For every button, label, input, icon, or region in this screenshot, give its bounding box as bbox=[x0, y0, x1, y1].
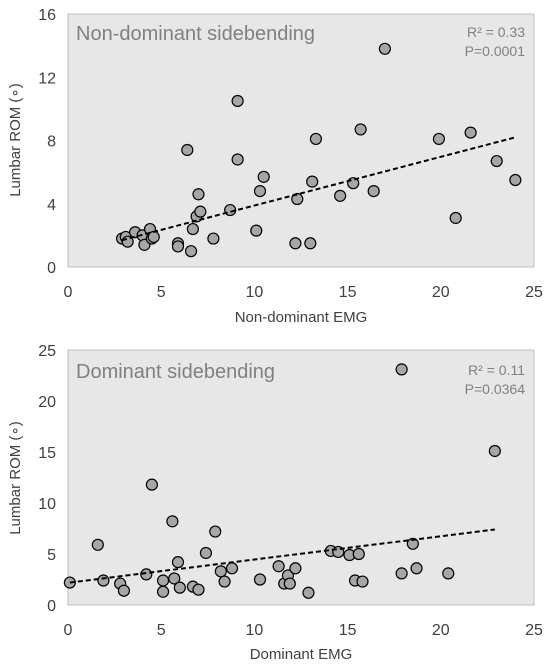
data-point bbox=[283, 577, 296, 590]
y-tick-label: 25 bbox=[38, 343, 56, 360]
r-squared-label: R² = 0.11 bbox=[468, 362, 525, 378]
x-axis-label: Non-dominant EMG bbox=[235, 309, 368, 326]
x-tick-label: 10 bbox=[246, 622, 264, 639]
data-point bbox=[140, 568, 153, 581]
data-point bbox=[356, 575, 369, 588]
y-tick-label: 12 bbox=[38, 70, 56, 87]
data-point bbox=[209, 525, 222, 538]
data-point bbox=[352, 547, 365, 561]
x-tick-label: 15 bbox=[339, 284, 357, 301]
y-tick-label: 5 bbox=[47, 547, 56, 564]
data-point bbox=[488, 444, 501, 458]
data-point bbox=[145, 478, 158, 491]
data-point bbox=[291, 192, 304, 206]
x-tick-label: 15 bbox=[339, 622, 357, 639]
data-point bbox=[464, 126, 477, 139]
data-point bbox=[214, 565, 227, 578]
y-tick-label: 0 bbox=[47, 260, 56, 277]
data-point bbox=[334, 189, 347, 202]
data-point bbox=[289, 562, 302, 575]
data-point bbox=[367, 185, 380, 198]
x-tick-label: 0 bbox=[64, 622, 73, 639]
data-point bbox=[257, 170, 270, 183]
data-point bbox=[231, 94, 244, 108]
data-point bbox=[395, 363, 408, 376]
x-tick-label: 0 bbox=[64, 284, 73, 301]
chart-title: Dominant sidebending bbox=[76, 361, 275, 383]
data-point bbox=[199, 546, 213, 560]
plot-area bbox=[67, 349, 535, 606]
data-point bbox=[192, 583, 205, 596]
y-tick-label: 0 bbox=[47, 598, 56, 615]
y-tick-label: 8 bbox=[47, 134, 56, 151]
data-point bbox=[171, 556, 185, 569]
trendline bbox=[69, 528, 495, 584]
y-axis-label: Lumbar ROM (∘) bbox=[7, 421, 24, 535]
y-tick-label: 16 bbox=[38, 7, 56, 24]
data-point bbox=[250, 224, 263, 237]
x-tick-label: 20 bbox=[432, 284, 450, 301]
x-tick-label: 10 bbox=[246, 284, 264, 301]
data-point bbox=[253, 573, 267, 586]
data-point bbox=[91, 538, 104, 551]
chart-non-dominant-sidebending: 0 4 8 12 16 0 5 10 15 20 25 Non-dominant EMG Lumbar … bbox=[7, 7, 543, 326]
data-point bbox=[231, 153, 244, 166]
data-point bbox=[406, 537, 419, 550]
data-point bbox=[181, 143, 194, 157]
data-point bbox=[449, 211, 462, 225]
data-point bbox=[306, 175, 319, 188]
x-tick-label: 25 bbox=[525, 622, 543, 639]
y-tick-label: 20 bbox=[38, 394, 56, 411]
x-tick-label: 25 bbox=[525, 284, 543, 301]
y-tick-label: 4 bbox=[47, 197, 56, 214]
data-point bbox=[442, 567, 455, 580]
data-point bbox=[218, 575, 231, 588]
p-value-label: P=0.0364 bbox=[465, 381, 526, 397]
x-tick-label: 5 bbox=[157, 284, 166, 301]
data-point bbox=[171, 240, 185, 253]
data-point bbox=[192, 188, 205, 201]
data-point bbox=[509, 173, 522, 187]
data-point bbox=[194, 205, 207, 218]
data-point bbox=[272, 560, 285, 573]
chart-title: Non-dominant sidebending bbox=[76, 23, 315, 45]
x-tick-label: 5 bbox=[157, 622, 166, 639]
data-point bbox=[207, 232, 220, 245]
data-point bbox=[225, 562, 239, 575]
data-point bbox=[395, 567, 408, 580]
x-axis-label: Dominant EMG bbox=[250, 646, 353, 663]
trendline bbox=[121, 136, 516, 242]
data-point bbox=[173, 581, 186, 594]
data-point bbox=[168, 572, 181, 585]
data-point bbox=[432, 132, 446, 146]
data-point bbox=[304, 237, 317, 250]
data-point bbox=[309, 132, 323, 146]
data-point bbox=[117, 584, 131, 597]
chart-dominant-sidebending: 0 5 10 15 20 25 0 5 10 15 20 25 Dominant EMG Lumbar R… bbox=[7, 343, 543, 663]
data-point bbox=[378, 42, 391, 55]
data-point bbox=[156, 574, 170, 587]
data-point bbox=[156, 585, 170, 598]
data-point bbox=[302, 586, 315, 599]
r-squared-label: R² = 0.33 bbox=[467, 24, 525, 40]
data-point bbox=[410, 562, 423, 575]
x-tick-label: 20 bbox=[432, 622, 450, 639]
data-point bbox=[253, 185, 267, 198]
y-tick-label: 15 bbox=[38, 445, 56, 462]
y-axis-label: Lumbar ROM (∘) bbox=[7, 83, 24, 197]
data-point bbox=[186, 222, 199, 236]
data-point bbox=[354, 123, 367, 136]
data-point bbox=[490, 154, 503, 168]
p-value-label: P=0.0001 bbox=[465, 43, 526, 59]
data-point bbox=[184, 245, 198, 258]
data-point bbox=[97, 574, 110, 587]
y-tick-label: 10 bbox=[38, 496, 56, 513]
data-point bbox=[166, 515, 179, 528]
data-point bbox=[289, 237, 302, 250]
